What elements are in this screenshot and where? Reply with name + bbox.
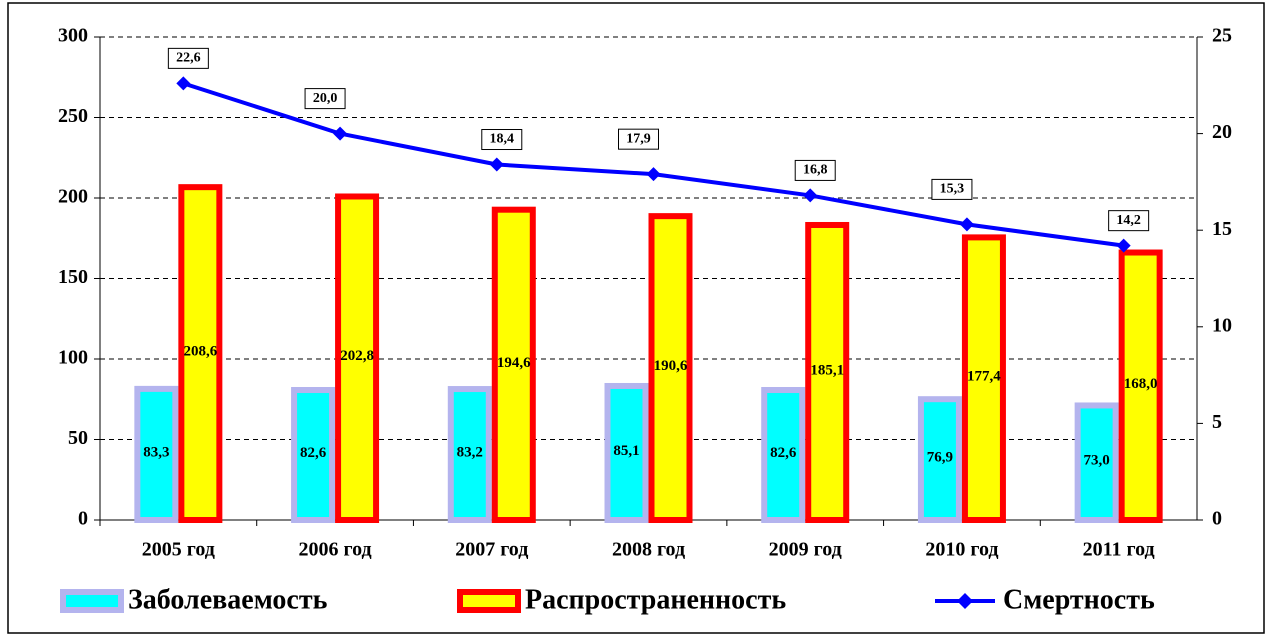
bar [491,206,536,523]
marker [333,126,348,141]
x-tick-label: 2009 год [769,539,842,561]
y2-tick-label: 20 [1212,121,1232,143]
value-label: 208,6 [183,344,217,360]
value-label: 76,9 [927,450,953,466]
value-label-box [1108,210,1150,232]
y2-tick-label: 25 [1212,25,1232,47]
legend-label: Распространенность [525,584,786,615]
value-label: 22,6 [176,51,201,66]
value-label: 18,4 [490,132,515,147]
marker [803,188,818,203]
marker [1116,238,1131,253]
value-label: 190,6 [654,358,688,374]
marker [646,167,661,182]
y2-tick-label: 10 [1212,314,1232,336]
x-tick-label: 2007 год [455,539,528,561]
value-label: 14,2 [1116,213,1141,228]
value-label-box [618,128,659,150]
x-tick-label: 2008 год [612,539,685,561]
value-label-box [794,159,836,181]
value-label: 194,6 [497,355,531,371]
value-label: 83,2 [457,444,483,460]
y-tick-label: 0 [78,508,88,530]
value-label: 17,9 [626,131,651,146]
bar [917,396,962,524]
bar [761,387,806,523]
x-tick-label: 2006 год [299,539,372,561]
marker [959,217,974,232]
bar [447,386,492,523]
y-tick-label: 50 [68,427,88,449]
y-tick-label: 250 [58,105,88,127]
y2-tick-label: 15 [1212,218,1232,240]
bar [648,213,693,523]
value-label-box [481,129,523,151]
value-label-box [931,178,973,200]
x-tick-label: 2005 год [142,539,215,561]
value-label: 185,1 [810,362,844,378]
legend-swatch [457,589,521,613]
y2-tick-label: 5 [1212,411,1222,433]
value-label: 15,3 [940,182,965,197]
bar [1118,249,1163,524]
bar [134,385,179,523]
value-label: 82,6 [770,445,797,461]
value-label: 168,0 [1124,376,1158,392]
legend-label: Смертность [1003,584,1155,615]
x-tick-label: 2011 год [1083,539,1155,561]
y2-tick-label: 0 [1212,508,1222,530]
legend-swatch [60,589,124,613]
bar [961,234,1006,524]
value-label: 202,8 [340,348,374,364]
marker [176,76,191,91]
value-label: 83,3 [143,444,169,460]
bar [291,387,336,523]
y-tick-label: 150 [58,266,88,288]
bar [805,221,850,523]
value-label: 16,8 [803,163,828,178]
value-label: 73,0 [1084,453,1110,469]
bar [178,184,223,524]
value-label: 20,0 [313,91,338,106]
y-tick-label: 100 [58,347,88,369]
value-label-box [304,88,346,110]
value-label-box [167,47,209,69]
y-tick-label: 200 [58,186,88,208]
marker [489,157,504,172]
value-label: 85,1 [613,443,639,459]
bar [604,382,649,524]
y-tick-label: 300 [58,25,88,47]
x-tick-label: 2010 год [925,539,998,561]
bar [335,193,380,523]
value-label: 177,4 [967,369,1001,385]
legend-marker [957,593,973,609]
value-label: 82,6 [300,445,327,461]
legend-label: Заболеваемость [128,584,328,615]
bar [1074,402,1119,523]
